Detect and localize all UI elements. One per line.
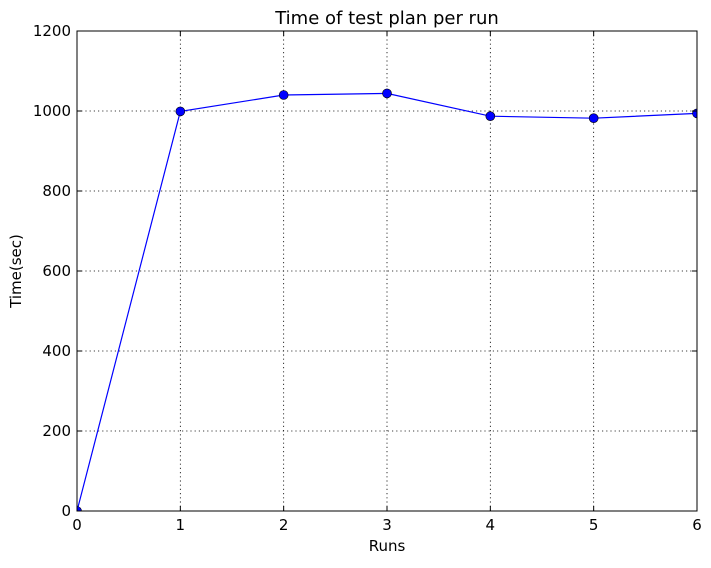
y-tick-label: 600: [42, 262, 71, 280]
x-tick-label: 5: [589, 516, 599, 534]
data-point: [77, 506, 82, 511]
series-line: [77, 92, 697, 511]
x-tick-label: 3: [382, 516, 392, 534]
data-point: [382, 88, 392, 99]
grid-layer: [77, 31, 697, 511]
y-axis-label: Time(sec): [7, 234, 25, 309]
data-point: [588, 113, 599, 123]
x-tick-label: 1: [176, 516, 186, 534]
y-tick-label: 1200: [33, 22, 71, 40]
y-tick-label: 800: [42, 182, 71, 200]
y-tick-label: 1000: [33, 102, 71, 120]
y-tick-label: 200: [42, 422, 71, 440]
x-tick-label: 4: [486, 516, 496, 534]
data-point: [278, 90, 289, 100]
x-tick-label: 6: [692, 516, 702, 534]
chart-title: Time of test plan per run: [274, 8, 499, 29]
tick-layer: [76, 30, 698, 512]
x-axis-label: Runs: [369, 537, 406, 555]
y-tick-label: 400: [42, 342, 71, 360]
x-tick-label: 2: [279, 516, 289, 534]
label-layer: 0 1 2 3 4 5 6 0 200 400 600 800 1000 1200: [33, 22, 702, 534]
data-point: [485, 111, 496, 121]
y-tick-label: 0: [61, 502, 71, 520]
x-tick-label: 0: [72, 516, 82, 534]
data-point: [175, 106, 186, 117]
